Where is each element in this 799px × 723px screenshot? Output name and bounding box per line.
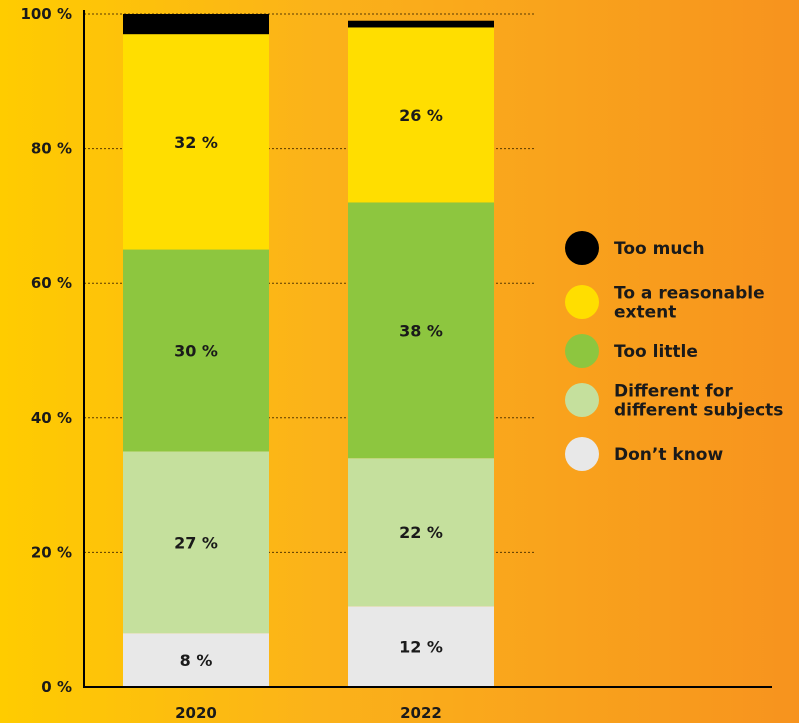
y-tick-label: 20 % <box>31 543 72 561</box>
y-tick-label: 0 % <box>41 678 72 696</box>
legend-label: different subjects <box>614 401 783 421</box>
legend-label: Don’t know <box>614 445 723 465</box>
bar-segment <box>123 249 269 452</box>
legend-label: extent <box>614 303 676 323</box>
bar-segment <box>123 451 269 634</box>
data-label: 38 % <box>399 321 443 340</box>
x-category-label: 2022 <box>400 704 442 722</box>
data-label: 30 % <box>174 342 218 361</box>
bar-segment <box>348 606 494 687</box>
x-category-labels: 2020 2022 <box>175 704 442 722</box>
bar-segment <box>348 27 494 203</box>
y-tick-label: 60 % <box>31 274 72 292</box>
bars: 8 % 27 % 30 % 32 % 12 % 22 % 38 % 26 % <box>123 14 494 687</box>
y-tick-label: 80 % <box>31 140 72 158</box>
y-tick-label: 40 % <box>31 409 72 427</box>
data-label: 27 % <box>174 533 218 552</box>
legend-label: Too little <box>614 342 698 362</box>
data-label: 12 % <box>399 638 443 657</box>
legend-label: Too much <box>614 239 705 259</box>
y-tick-label: 100 % <box>20 5 72 23</box>
axes <box>83 10 772 688</box>
bar-segment <box>123 633 269 687</box>
bar-segment <box>123 14 269 35</box>
bar-segment <box>123 34 269 250</box>
data-label: 8 % <box>180 651 213 670</box>
data-label: 32 % <box>174 133 218 152</box>
legend-label: Different for <box>614 382 733 402</box>
legend-swatch <box>565 231 599 265</box>
legend-swatch <box>565 383 599 417</box>
gridlines <box>84 13 534 553</box>
y-tick-labels: 0 % 20 % 40 % 60 % 80 % 100 % <box>20 5 72 696</box>
data-label: 22 % <box>399 523 443 542</box>
bar-segment <box>348 20 494 28</box>
data-label: 26 % <box>399 106 443 125</box>
bar-segment <box>348 202 494 459</box>
legend-swatch <box>565 334 599 368</box>
legend-swatch <box>565 285 599 319</box>
bar-segment <box>348 458 494 607</box>
legend-label: To a reasonable <box>614 284 765 304</box>
x-category-label: 2020 <box>175 704 217 722</box>
legend-swatch <box>565 437 599 471</box>
